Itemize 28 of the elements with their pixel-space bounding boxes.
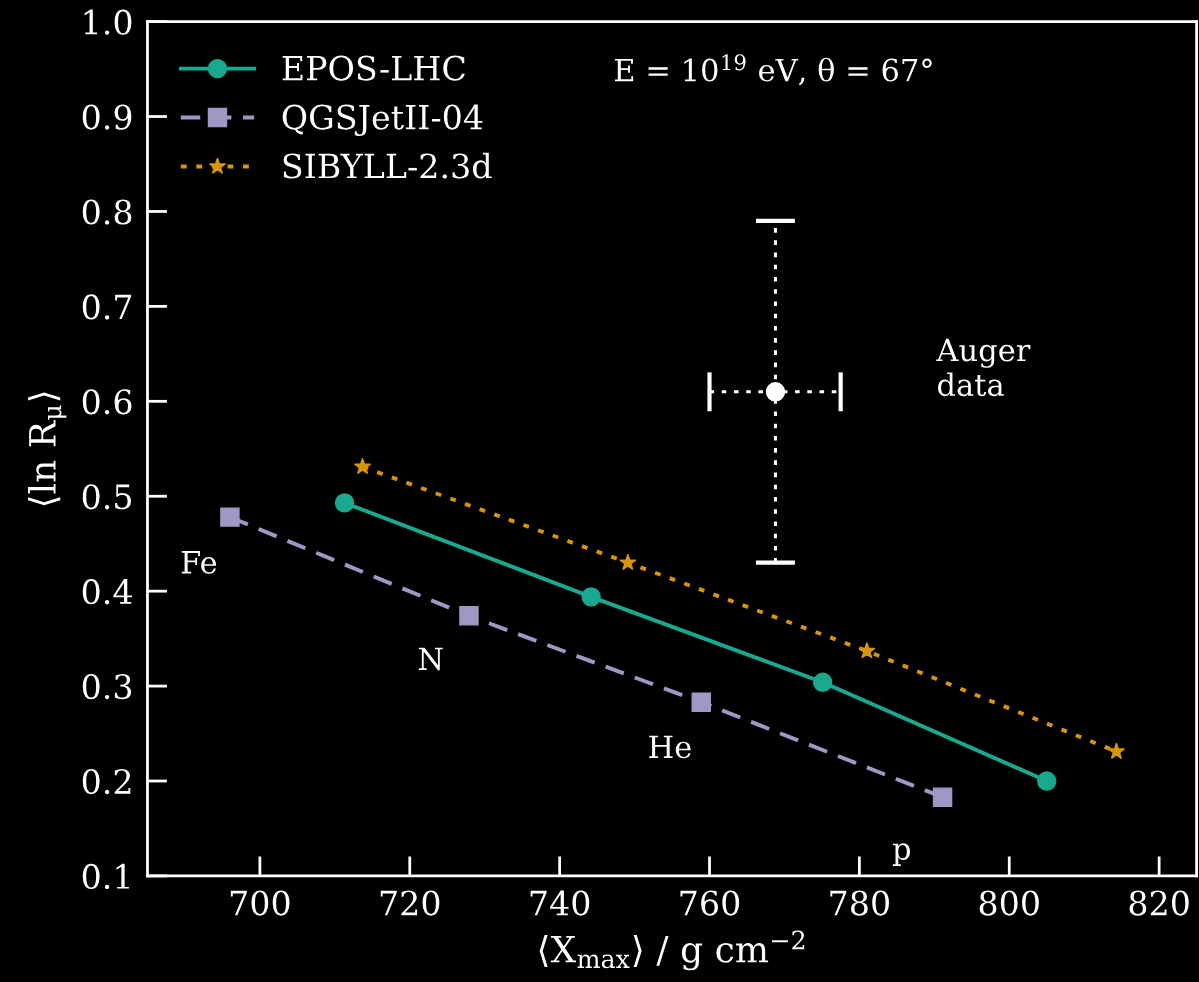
y-tick-label: 0.9 — [82, 104, 132, 130]
x-tick-label: 780 — [830, 890, 889, 916]
y-tick-label: 0.8 — [82, 199, 132, 225]
legend-label: SIBYLL-2.3d — [283, 152, 492, 179]
y-axis-title: ⟨ln R$_{μ}$⟩ — [28, 392, 67, 506]
x-tick-label: 760 — [680, 890, 740, 916]
y-tick-label: 0.2 — [82, 768, 131, 795]
annotation: Fe — [181, 551, 217, 574]
x-tick-label: 820 — [1129, 890, 1189, 916]
y-tick-label: 1.0 — [84, 9, 132, 35]
annotation: E = 10$^{19}$ eV, θ = 67° — [614, 54, 932, 86]
y-tick-label: 0.4 — [82, 579, 132, 605]
y-tick-label: 0.7 — [82, 294, 132, 320]
y-tick-label: 0.5 — [82, 484, 132, 510]
y-tick-label: 0.6 — [82, 389, 132, 415]
annotation: N — [418, 647, 443, 671]
annotation: He — [649, 735, 691, 759]
x-axis-title: ⟨X$_{max}$⟩ / g cm$^{−2}$ — [539, 930, 805, 971]
x-tick-label: 720 — [380, 890, 440, 916]
x-tick-label: 800 — [979, 890, 1039, 916]
annotation: p — [892, 843, 911, 866]
legend-label: QGSJetII-04 — [282, 104, 483, 137]
annotation: Auger data — [936, 338, 1031, 397]
y-tick-label: 0.1 — [82, 863, 129, 890]
y-tick-label: 0.3 — [82, 674, 132, 700]
x-tick-label: 700 — [230, 890, 290, 916]
x-tick-label: 740 — [530, 890, 590, 916]
legend-label: EPOS-LHC — [282, 55, 465, 81]
